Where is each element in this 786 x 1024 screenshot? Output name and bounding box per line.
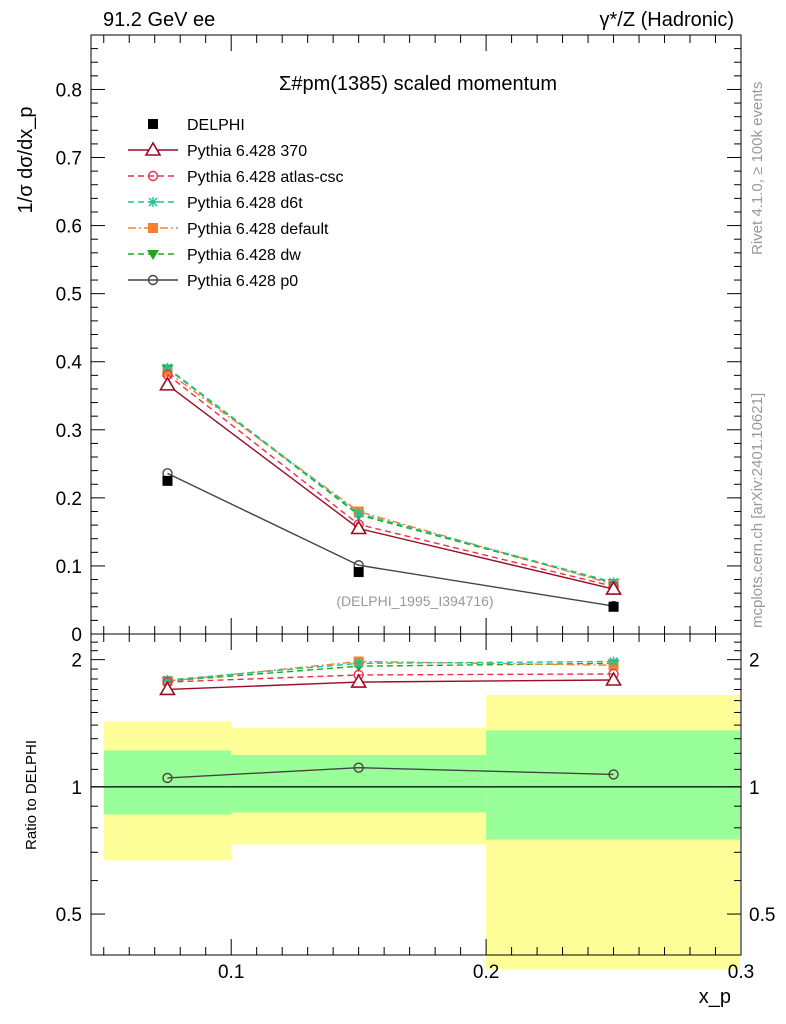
legend-label: Pythia 6.428 default [187,221,329,238]
main-data-point-delphi [162,475,173,486]
ratio-y-tick-label-right: 0.5 [749,905,775,926]
legend-item-pythia-6-428-d6t: Pythia 6.428 d6t [128,195,303,212]
legend-marker [148,223,158,233]
ratio-y-tick-label-left: 0.5 [56,905,82,926]
main-y-tick-label: 0.4 [56,353,83,374]
uncertainty-band-inner [231,754,487,813]
main-series-line-pythia-6-428-d6t [167,367,614,583]
x-axis-label: x_p [699,986,731,1008]
header-energy-label: 91.2 GeV ee [103,9,215,31]
main-data-point-delphi [608,601,619,612]
main-y-tick-label: 0.3 [56,421,82,442]
main-y-tick-label: 0.8 [56,80,82,101]
ratio-data-point-pythia-6-428-370 [605,671,622,686]
ratio-data-point-pythia-6-428-370 [350,673,368,688]
main-series-line-pythia-6-428-default [167,371,614,585]
ratio-data-point-pythia-6-428-d6t [162,675,173,686]
legend-label: Pythia 6.428 atlas-csc [187,169,344,186]
ratio-series-line-pythia-6-428-p0 [167,766,614,779]
legend-marker [148,197,158,207]
main-data-point-pythia-6-428-d6t [353,508,364,519]
main-y-axis-label: 1/σ dσ/dx_p [15,107,37,214]
main-y-tick-label: 0.7 [56,149,82,170]
ratio-data-point-pythia-6-428-370 [159,680,176,696]
main-y-tick-label: 0.2 [56,489,82,510]
plot-title: Σ#pm(1385) scaled momentum [279,73,557,95]
legend-marker [148,119,158,129]
main-series-line-pythia-6-428-p0 [167,472,614,607]
legend-item-pythia-6-428-default: Pythia 6.428 default [128,221,329,238]
legend-label: Pythia 6.428 p0 [187,273,298,290]
ratio-data-point-pythia-6-428-d6t [353,658,364,669]
rivet-version-label: Rivet 4.1.0, ≥ 100k events [749,82,766,255]
ratio-series-line-pythia-6-428-dw [167,662,614,682]
ratio-y-tick-label-left: 1 [71,778,82,799]
ratio-y-tick-label-right: 2 [749,651,760,672]
ratio-y-axis-label: Ratio to DELPHI [23,740,40,850]
ratio-data-point-pythia-6-428-p0 [162,772,173,784]
main-series-line-pythia-6-428-370 [167,384,614,590]
ratio-data-point-pythia-6-428-p0 [353,762,364,773]
main-y-tick-label: 0.5 [56,285,82,306]
uncertainty-band-inner [486,730,740,840]
ratio-y-tick-label-right: 1 [749,778,760,799]
main-watermark: (DELPHI_1995_I394716) [336,593,493,609]
main-y-tick-label: 0 [71,625,82,646]
main-y-tick-label: 0.1 [56,557,82,578]
main-series-line-pythia-6-428-atlas-csc [167,374,614,588]
legend-label: Pythia 6.428 d6t [187,195,303,212]
legend-marker [144,141,162,156]
main-data-point-pythia-6-428-370 [350,519,368,535]
legend-item-delphi: DELPHI [148,117,245,134]
main-data-point-delphi [353,567,364,578]
legend-item-pythia-6-428-atlas-csc: Pythia 6.428 atlas-csc [128,169,344,186]
ratio-data-point-pythia-6-428-p0 [608,769,619,780]
main-series-line-pythia-6-428-dw [167,367,614,584]
ratio-data-point-pythia-6-428-d6t [608,656,619,667]
legend-marker [147,274,159,286]
legend-label: Pythia 6.428 dw [187,247,301,264]
main-data-point-pythia-6-428-d6t [162,362,173,373]
x-tick-label: 0.2 [473,962,499,983]
ratio-plot-frame [90,633,742,956]
ratio-series-line-pythia-6-428-default [167,660,614,682]
legend-item-pythia-6-428-dw: Pythia 6.428 dw [128,247,301,264]
x-tick-label: 0.3 [728,962,754,983]
mcplots-label: mcplots.cern.ch [arXiv:2401.10621] [749,393,766,628]
main-data-point-pythia-6-428-370 [159,376,176,391]
ratio-series-line-pythia-6-428-370 [167,679,614,691]
legend-item-pythia-6-428-370: Pythia 6.428 370 [128,141,307,160]
header-process-label: γ*/Z (Hadronic) [600,9,734,31]
ratio-y-tick-label-left: 2 [71,651,82,672]
main-data-point-pythia-6-428-370 [605,580,622,595]
legend-item-pythia-6-428-p0: Pythia 6.428 p0 [128,273,298,290]
x-tick-label: 0.1 [218,962,244,983]
legend-label: Pythia 6.428 370 [187,143,307,160]
legend-marker [147,170,159,182]
main-y-tick-label: 0.6 [56,217,82,238]
legend-label: DELPHI [187,117,245,134]
legend-marker [147,250,159,260]
